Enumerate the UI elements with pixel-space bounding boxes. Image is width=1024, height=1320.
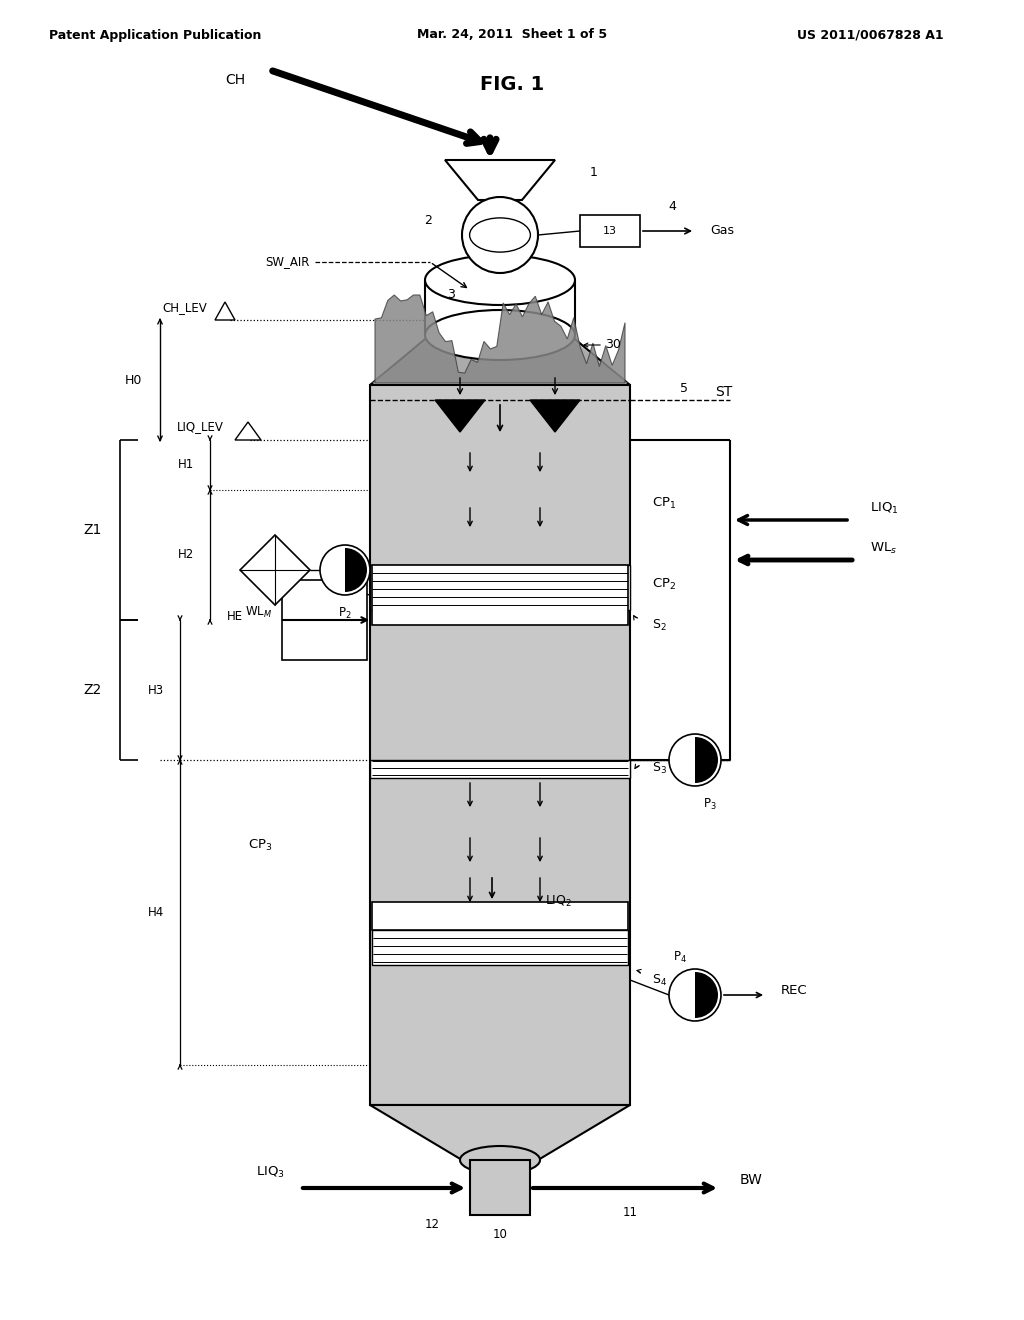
Polygon shape [240, 535, 310, 605]
Polygon shape [375, 294, 625, 383]
Polygon shape [370, 1105, 630, 1160]
Bar [372, 931, 628, 965]
Text: Mar. 24, 2011  Sheet 1 of 5: Mar. 24, 2011 Sheet 1 of 5 [417, 29, 607, 41]
Ellipse shape [425, 255, 575, 305]
Text: H4: H4 [147, 907, 164, 920]
Text: US 2011/0067828 A1: US 2011/0067828 A1 [797, 29, 943, 41]
Text: 3: 3 [447, 289, 455, 301]
Bar [470, 1160, 530, 1214]
Polygon shape [435, 400, 485, 432]
Text: Patent Application Publication: Patent Application Publication [49, 29, 261, 41]
Text: Gas: Gas [710, 224, 734, 238]
Ellipse shape [470, 218, 530, 252]
Text: H3: H3 [147, 684, 164, 697]
Text: H1: H1 [178, 458, 194, 471]
Text: REC: REC [781, 983, 808, 997]
Text: S$_3$: S$_3$ [652, 760, 667, 776]
Text: LIQ_LEV: LIQ_LEV [176, 421, 223, 433]
Wedge shape [695, 972, 718, 1018]
Text: WL$_s$: WL$_s$ [870, 540, 897, 556]
Polygon shape [370, 335, 630, 385]
Text: S$_2$: S$_2$ [652, 618, 667, 632]
Bar [580, 215, 640, 247]
Text: BW: BW [740, 1173, 763, 1187]
Text: 2: 2 [424, 214, 432, 227]
Polygon shape [445, 160, 555, 201]
Circle shape [669, 969, 721, 1020]
Bar [282, 579, 367, 660]
Circle shape [669, 734, 721, 785]
Bar [370, 385, 630, 1105]
Text: 30: 30 [605, 338, 621, 351]
Text: S$_4$: S$_4$ [652, 973, 667, 987]
Text: 11: 11 [623, 1205, 638, 1218]
Text: Z2: Z2 [84, 682, 102, 697]
Circle shape [319, 545, 370, 595]
Text: P$_4$: P$_4$ [673, 949, 687, 965]
Polygon shape [372, 337, 628, 383]
Text: CP$_2$: CP$_2$ [652, 577, 676, 591]
Text: 10: 10 [493, 1229, 508, 1242]
Polygon shape [530, 400, 580, 432]
Text: P$_2$: P$_2$ [338, 606, 352, 620]
Wedge shape [345, 548, 367, 591]
Text: 5: 5 [680, 381, 688, 395]
Text: LIQ$_1$: LIQ$_1$ [870, 500, 899, 516]
Text: SW_AIR: SW_AIR [265, 256, 310, 268]
Text: CH_LEV: CH_LEV [163, 301, 208, 314]
Bar [370, 565, 630, 610]
Polygon shape [234, 422, 261, 440]
Wedge shape [695, 737, 718, 783]
Text: P$_3$: P$_3$ [703, 796, 717, 812]
Text: CP$_1$: CP$_1$ [652, 495, 677, 511]
Text: HE: HE [227, 610, 243, 623]
Bar [372, 902, 628, 931]
Polygon shape [215, 302, 234, 319]
Bar [370, 760, 630, 777]
Bar [372, 777, 628, 902]
Bar [372, 565, 628, 624]
Text: 4: 4 [668, 201, 676, 214]
Text: Z1: Z1 [84, 523, 102, 537]
Text: H0: H0 [125, 374, 142, 387]
Text: FIG. 1: FIG. 1 [480, 75, 544, 95]
Text: 1: 1 [590, 165, 598, 178]
Text: 12: 12 [425, 1218, 439, 1232]
Text: CH: CH [225, 73, 245, 87]
Circle shape [462, 197, 538, 273]
Text: H2: H2 [178, 549, 194, 561]
Text: CP$_3$: CP$_3$ [248, 837, 272, 853]
Ellipse shape [425, 310, 575, 360]
Text: WL$_M$: WL$_M$ [245, 605, 272, 619]
Text: LIQ$_3$: LIQ$_3$ [256, 1164, 285, 1180]
Text: 13: 13 [603, 226, 617, 236]
Text: ST: ST [715, 385, 732, 399]
Ellipse shape [460, 1146, 540, 1173]
Text: LIQ$_2$: LIQ$_2$ [545, 894, 572, 908]
